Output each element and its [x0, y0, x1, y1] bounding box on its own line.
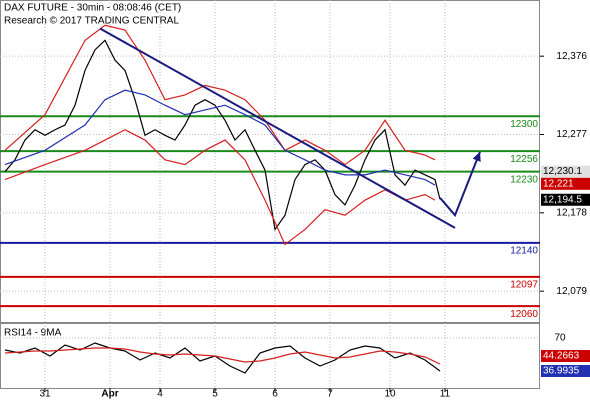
- x-tick-label: 11: [440, 389, 451, 400]
- x-tick-label: 31: [39, 389, 51, 400]
- x-tick-label: 7: [327, 389, 333, 400]
- trend-line: [99, 27, 456, 229]
- level-label: 12097: [510, 280, 538, 291]
- y-tick-label: 12,376: [556, 51, 587, 62]
- forecast-arrow: [439, 151, 481, 218]
- upper-band: [4, 24, 436, 166]
- rsi-panel: [0, 323, 540, 389]
- chart-title: DAX FUTURE - 30min - 08:08:46 (CET): [4, 3, 181, 14]
- level-label: 12230: [510, 174, 538, 185]
- x-tick-label: 6: [272, 389, 278, 400]
- rsi-value-label: 44.2663: [543, 351, 580, 362]
- moving-average: [4, 89, 436, 186]
- level-label: 12300: [510, 119, 538, 130]
- lower-band: [4, 129, 436, 246]
- price-box: [541, 177, 590, 190]
- rsi-tick-label: 70: [554, 333, 566, 344]
- level-label: 12256: [510, 154, 538, 165]
- x-tick-label: 4: [157, 389, 163, 400]
- price-label: 12,221: [543, 178, 574, 189]
- price-box: [541, 165, 590, 178]
- price-line: [4, 39, 441, 231]
- level-label: 12140: [510, 246, 538, 257]
- y-tick-label: 12,178: [556, 207, 587, 218]
- main-panel: [0, 0, 540, 323]
- price-label: 12,230.1: [543, 166, 582, 177]
- x-tick-label: 10: [384, 389, 396, 400]
- price-label: 12,194.5: [543, 194, 582, 205]
- rsi-value-box: [541, 350, 590, 362]
- chart-subtitle: Research © 2017 TRADING CENTRAL: [4, 16, 179, 27]
- rsi-value-box: [541, 365, 590, 377]
- arrow-head: [472, 151, 481, 162]
- y-tick-label: 12,079: [556, 286, 587, 297]
- rsi-title: RSI14 - 9MA: [4, 328, 62, 339]
- rsi-ma-line: [4, 347, 441, 365]
- rsi-value-label: 36.9935: [543, 366, 580, 377]
- x-tick-label: 5: [212, 389, 218, 400]
- y-tick-label: 12,277: [556, 129, 587, 140]
- x-tick-label: Apr: [101, 389, 118, 400]
- price-box: [541, 193, 590, 206]
- level-label: 12060: [510, 309, 538, 320]
